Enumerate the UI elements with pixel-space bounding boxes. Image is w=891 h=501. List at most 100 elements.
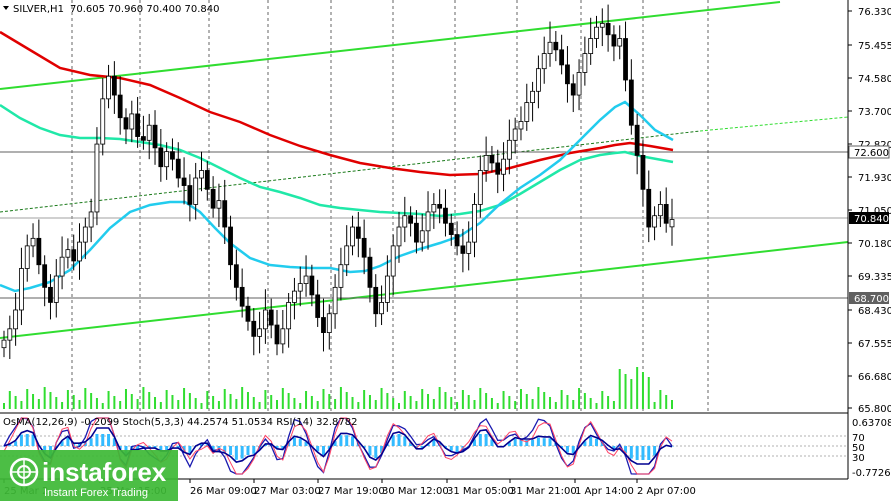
candle[interactable] <box>501 142 506 192</box>
dropdown-arrow-icon[interactable] <box>3 6 9 10</box>
candle[interactable] <box>268 298 274 339</box>
candle[interactable] <box>111 61 117 114</box>
candle[interactable] <box>36 219 42 275</box>
candle[interactable] <box>367 247 373 303</box>
candle[interactable] <box>129 100 135 143</box>
candle[interactable] <box>65 238 71 269</box>
candle[interactable] <box>170 138 175 171</box>
candle[interactable] <box>344 225 350 277</box>
candle[interactable] <box>106 64 111 109</box>
candle[interactable] <box>350 215 355 256</box>
candle[interactable] <box>373 274 379 327</box>
candle[interactable] <box>565 46 570 103</box>
candle[interactable] <box>297 266 303 307</box>
candle[interactable] <box>605 4 611 52</box>
candle[interactable] <box>663 187 669 233</box>
middle-channel-line[interactable] <box>0 130 701 213</box>
candle[interactable] <box>437 189 443 224</box>
candle[interactable] <box>646 170 652 243</box>
candle[interactable] <box>454 221 460 256</box>
candle[interactable] <box>495 149 501 194</box>
candle[interactable] <box>530 81 535 122</box>
candle[interactable] <box>303 255 309 297</box>
candle[interactable] <box>576 59 582 111</box>
candle[interactable] <box>228 215 233 280</box>
candle[interactable] <box>536 55 541 109</box>
candle[interactable] <box>158 129 164 182</box>
candle[interactable] <box>42 255 48 307</box>
candle[interactable] <box>117 76 123 135</box>
candle[interactable] <box>141 115 146 150</box>
candle[interactable] <box>338 247 344 301</box>
candle[interactable] <box>7 315 13 359</box>
candle[interactable] <box>210 176 216 218</box>
candle[interactable] <box>286 293 292 348</box>
candle[interactable] <box>669 198 675 246</box>
candle[interactable] <box>634 113 640 175</box>
candle[interactable] <box>257 311 262 354</box>
symbol-header[interactable]: SILVER,H1 70.605 70.960 70.400 70.840 <box>3 4 220 15</box>
candle[interactable] <box>657 191 663 228</box>
candle[interactable] <box>594 15 599 48</box>
candle[interactable] <box>425 191 431 250</box>
candle[interactable] <box>204 161 210 201</box>
candle[interactable] <box>164 142 170 180</box>
candle[interactable] <box>82 217 88 260</box>
candle[interactable] <box>466 221 472 271</box>
candle[interactable] <box>274 309 280 356</box>
candle[interactable] <box>24 234 30 282</box>
candle[interactable] <box>245 296 251 331</box>
candle[interactable] <box>652 206 657 241</box>
candle[interactable] <box>443 189 448 237</box>
candle[interactable] <box>187 174 193 222</box>
candle[interactable] <box>1 330 7 358</box>
candle[interactable] <box>146 113 152 160</box>
candle[interactable] <box>361 219 367 275</box>
candle[interactable] <box>123 108 129 145</box>
candle[interactable] <box>512 117 518 154</box>
candle[interactable] <box>402 196 408 243</box>
candle[interactable] <box>71 234 77 271</box>
candle[interactable] <box>384 255 390 312</box>
candle[interactable] <box>175 142 181 188</box>
candle[interactable] <box>13 293 19 346</box>
candle[interactable] <box>489 145 495 173</box>
candle[interactable] <box>547 21 553 67</box>
candle[interactable] <box>309 264 315 307</box>
candle[interactable] <box>390 234 396 295</box>
candle[interactable] <box>570 74 576 113</box>
candle[interactable] <box>448 213 454 246</box>
candle[interactable] <box>216 183 222 228</box>
candle[interactable] <box>588 17 594 65</box>
candle[interactable] <box>559 34 565 75</box>
candle[interactable] <box>193 162 199 220</box>
candle[interactable] <box>48 274 53 320</box>
candle[interactable] <box>292 277 297 320</box>
upper-channel-line[interactable] <box>0 1 781 90</box>
candle[interactable] <box>628 59 634 135</box>
candle[interactable] <box>617 25 623 60</box>
candle[interactable] <box>506 119 512 175</box>
candle[interactable] <box>152 110 158 165</box>
candle[interactable] <box>94 127 100 226</box>
candle[interactable] <box>414 210 419 254</box>
candle[interactable] <box>599 8 605 47</box>
candle[interactable] <box>477 155 483 218</box>
candle[interactable] <box>640 140 646 207</box>
candle[interactable] <box>518 106 524 141</box>
candle[interactable] <box>181 157 187 205</box>
candle[interactable] <box>332 274 338 329</box>
candle[interactable] <box>582 36 588 86</box>
candle[interactable] <box>524 83 530 131</box>
candle[interactable] <box>88 198 94 243</box>
candle[interactable] <box>431 193 437 229</box>
candlestick-series[interactable] <box>1 4 675 359</box>
candle[interactable] <box>280 309 286 354</box>
candle[interactable] <box>59 236 65 290</box>
candle[interactable] <box>315 279 321 327</box>
candle[interactable] <box>262 289 268 344</box>
candle[interactable] <box>419 213 425 252</box>
candle[interactable] <box>396 211 402 263</box>
candle[interactable] <box>53 259 59 318</box>
